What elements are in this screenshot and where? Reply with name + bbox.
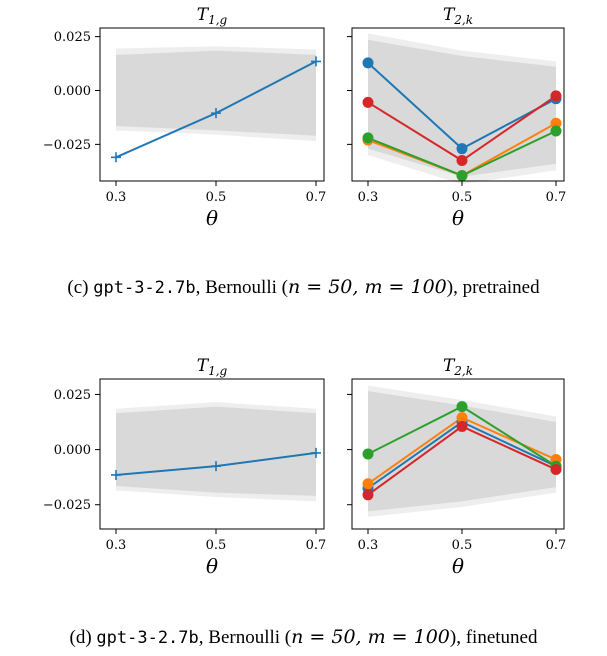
data-point bbox=[311, 447, 321, 458]
caption-d: (d) gpt-3-2.7b, Bernoulli (n = 50, m = 1… bbox=[0, 626, 607, 649]
panel-2: T2,k 0.3 0.5 0.7 θ bbox=[347, 5, 566, 230]
x-tick-label: 0.7 bbox=[306, 190, 327, 205]
caption-d-dist: , Bernoulli ( bbox=[198, 627, 292, 648]
panel-title-subscript: 2,k bbox=[453, 13, 473, 27]
panel-title: T2,k bbox=[443, 356, 473, 378]
panel-3: T1,g 0.3 0.5 0.7 θ 0.025 0.000 −0.025 bbox=[43, 356, 326, 578]
y-tick-label: 0.000 bbox=[54, 84, 91, 99]
x-tick-label: 0.5 bbox=[206, 538, 227, 553]
caption-d-params: n = 50, m = 100 bbox=[291, 626, 450, 648]
panel-title-subscript: 2,k bbox=[453, 364, 473, 378]
caption-c-prefix: (c) bbox=[67, 277, 94, 298]
caption-d-suffix: ), finetuned bbox=[449, 627, 538, 648]
data-point bbox=[362, 57, 374, 69]
y-tick-label: −0.025 bbox=[43, 498, 91, 513]
x-tick-label: 0.3 bbox=[358, 538, 379, 553]
caption-c-params: n = 50, m = 100 bbox=[287, 276, 447, 298]
data-point bbox=[456, 420, 468, 432]
caption-c: (c) gpt-3-2.7b, Bernoulli (n = 50, m = 1… bbox=[0, 276, 607, 299]
panel-title: T2,k bbox=[443, 5, 473, 27]
x-axis-label: θ bbox=[206, 554, 218, 578]
confidence-band-inner bbox=[116, 50, 316, 136]
caption-c-dist: , Bernoulli ( bbox=[195, 277, 288, 298]
x-tick-label: 0.7 bbox=[546, 190, 567, 205]
caption-c-suffix: ), pretrained bbox=[446, 277, 540, 298]
x-axis-label: θ bbox=[206, 206, 218, 230]
data-point bbox=[362, 96, 374, 108]
x-tick-label: 0.5 bbox=[452, 538, 473, 553]
data-point bbox=[550, 90, 562, 102]
data-point bbox=[550, 463, 562, 475]
data-point bbox=[362, 448, 374, 460]
y-tick-label: 0.000 bbox=[54, 443, 91, 458]
x-tick-label: 0.5 bbox=[206, 190, 227, 205]
data-point bbox=[456, 412, 468, 424]
x-tick-label: 0.7 bbox=[306, 538, 327, 553]
data-point bbox=[456, 143, 468, 155]
plot-frame bbox=[99, 378, 325, 530]
data-point bbox=[211, 461, 221, 472]
y-tick-label: 0.025 bbox=[54, 388, 91, 403]
confidence-band-inner bbox=[368, 39, 556, 177]
data-point bbox=[550, 117, 562, 129]
x-tick-label: 0.5 bbox=[452, 190, 473, 205]
data-point bbox=[311, 56, 321, 67]
caption-c-model: gpt-3-2.7b bbox=[93, 278, 196, 298]
y-tick-label: −0.025 bbox=[43, 138, 91, 153]
x-tick-label: 0.3 bbox=[106, 190, 127, 205]
x-tick-label: 0.3 bbox=[358, 190, 379, 205]
y-tick-label: 0.025 bbox=[54, 30, 91, 45]
data-point bbox=[362, 478, 374, 490]
data-point bbox=[456, 401, 468, 413]
panel-1: T1,g 0.3 0.5 0.7 θ 0.025 0.000 −0.025 bbox=[43, 5, 326, 230]
x-tick-label: 0.7 bbox=[546, 538, 567, 553]
confidence-band-inner bbox=[116, 406, 316, 496]
plot-frame bbox=[351, 378, 565, 530]
panel-title: T1,g bbox=[197, 5, 228, 27]
data-point bbox=[456, 155, 468, 167]
data-point bbox=[362, 489, 374, 501]
caption-d-prefix: (d) bbox=[69, 627, 97, 648]
data-point bbox=[111, 152, 121, 163]
x-axis-label: θ bbox=[452, 554, 464, 578]
x-tick-label: 0.3 bbox=[106, 538, 127, 553]
caption-d-model: gpt-3-2.7b bbox=[96, 628, 199, 648]
panel-4: T2,k 0.3 0.5 0.7 θ bbox=[347, 356, 566, 578]
panel-title: T1,g bbox=[197, 356, 228, 378]
data-point bbox=[111, 469, 121, 480]
panel-title-subscript: 1,g bbox=[208, 13, 227, 27]
data-point bbox=[456, 170, 468, 182]
data-point bbox=[362, 132, 374, 144]
x-axis-label: θ bbox=[452, 206, 464, 230]
plot-frame bbox=[99, 27, 325, 182]
panel-title-subscript: 1,g bbox=[208, 364, 227, 378]
plot-frame bbox=[351, 27, 565, 182]
data-point bbox=[211, 108, 221, 119]
confidence-band-inner bbox=[368, 391, 556, 512]
data-point bbox=[550, 125, 562, 137]
